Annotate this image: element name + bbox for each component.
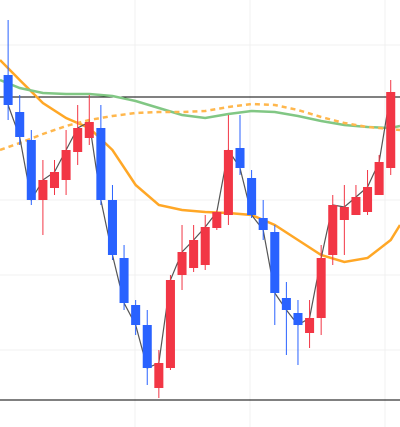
candle-body [84, 122, 94, 138]
candle-body [328, 205, 338, 255]
candle-body [200, 227, 210, 265]
candle-body [339, 207, 349, 220]
candle-body [189, 240, 199, 268]
moving-average [0, 59, 400, 264]
candle-body [316, 258, 326, 318]
candle-body [96, 128, 106, 200]
candle-body [258, 218, 268, 230]
candle-body [38, 180, 48, 200]
candle-body [374, 162, 384, 195]
candle-body [363, 187, 373, 212]
candle-body [247, 178, 257, 215]
candle-body [212, 212, 222, 228]
candle-body [177, 252, 187, 275]
candle-body [107, 200, 117, 255]
candle-body [281, 298, 291, 310]
candle-body [235, 148, 245, 168]
candle-body [154, 363, 164, 388]
candle-body [73, 128, 83, 152]
candle-body [26, 140, 36, 200]
moving-average [0, 102, 400, 152]
candle-body [61, 150, 71, 180]
candle-body [131, 305, 141, 325]
candle-body [223, 150, 233, 215]
candle-body [270, 232, 280, 293]
moving-average [0, 78, 400, 130]
candle-body [49, 172, 60, 188]
candle-body [3, 75, 13, 105]
candle-body [305, 318, 315, 333]
candle-body [293, 313, 303, 325]
candle-body [351, 197, 361, 215]
close-line [7, 91, 392, 369]
candle-body [165, 280, 175, 368]
candle-body [119, 258, 129, 303]
candle-body [386, 92, 396, 168]
candle-body [15, 112, 25, 137]
candle-body [142, 325, 152, 368]
